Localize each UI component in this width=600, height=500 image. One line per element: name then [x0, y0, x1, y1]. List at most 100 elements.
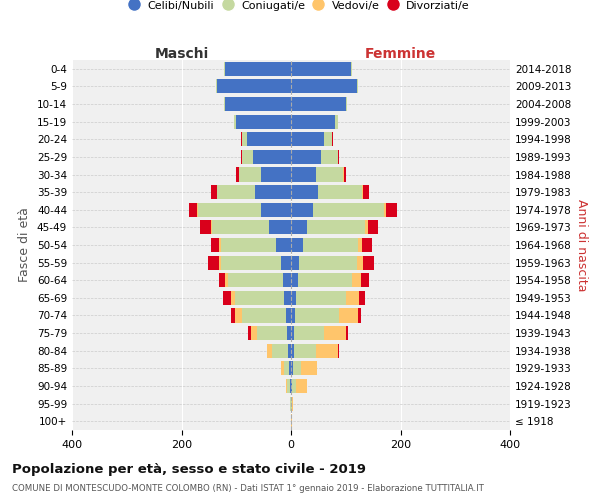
Bar: [291, 379, 307, 393]
Bar: [219, 238, 291, 252]
Bar: [291, 97, 347, 111]
Bar: [197, 202, 291, 217]
Bar: [291, 80, 356, 94]
Bar: [224, 62, 291, 76]
Bar: [291, 396, 292, 410]
Bar: [291, 114, 335, 128]
Bar: [291, 220, 307, 234]
Bar: [189, 202, 291, 217]
Bar: [291, 362, 301, 376]
Bar: [211, 238, 291, 252]
Bar: [198, 202, 291, 217]
Bar: [224, 97, 291, 111]
Bar: [291, 238, 362, 252]
Bar: [291, 62, 352, 76]
Bar: [291, 396, 293, 410]
Bar: [219, 256, 291, 270]
Y-axis label: Anni di nascita: Anni di nascita: [575, 198, 588, 291]
Bar: [291, 308, 339, 322]
Bar: [291, 379, 296, 393]
Bar: [275, 238, 291, 252]
Text: COMUNE DI MONTESCUDO-MONTE COLOMBO (RN) - Dati ISTAT 1° gennaio 2019 - Elaborazi: COMUNE DI MONTESCUDO-MONTE COLOMBO (RN) …: [12, 484, 484, 493]
Bar: [291, 396, 293, 410]
Bar: [291, 202, 386, 217]
Bar: [219, 273, 291, 287]
Bar: [231, 308, 291, 322]
Bar: [284, 362, 291, 376]
Bar: [291, 220, 378, 234]
Bar: [261, 168, 291, 181]
Bar: [291, 326, 346, 340]
Bar: [291, 132, 332, 146]
Bar: [242, 308, 291, 322]
Bar: [291, 62, 351, 76]
Bar: [239, 168, 291, 181]
Bar: [286, 308, 291, 322]
Bar: [291, 291, 296, 305]
Bar: [291, 168, 316, 181]
Bar: [233, 114, 291, 128]
Bar: [291, 150, 338, 164]
Bar: [291, 362, 317, 376]
Bar: [291, 114, 338, 128]
Bar: [291, 150, 338, 164]
Bar: [268, 344, 291, 358]
Bar: [224, 97, 291, 111]
Bar: [251, 326, 291, 340]
Bar: [221, 256, 291, 270]
Bar: [291, 150, 321, 164]
Bar: [291, 308, 295, 322]
Bar: [291, 362, 317, 376]
Bar: [291, 308, 358, 322]
Legend: Celibi/Nubili, Coniugati/e, Vedovi/e, Divorziati/e: Celibi/Nubili, Coniugati/e, Vedovi/e, Di…: [125, 0, 475, 15]
Bar: [284, 291, 291, 305]
Bar: [291, 291, 365, 305]
Text: Maschi: Maschi: [154, 47, 209, 61]
Bar: [291, 291, 346, 305]
Bar: [291, 220, 368, 234]
Bar: [217, 185, 291, 199]
Bar: [291, 168, 346, 181]
Text: Popolazione per età, sesso e stato civile - 2019: Popolazione per età, sesso e stato civil…: [12, 462, 366, 475]
Bar: [291, 168, 344, 181]
Bar: [291, 185, 363, 199]
Bar: [281, 362, 291, 376]
Bar: [291, 80, 358, 94]
Bar: [291, 344, 338, 358]
Bar: [217, 80, 291, 94]
Bar: [235, 291, 291, 305]
Bar: [269, 220, 291, 234]
Bar: [291, 273, 352, 287]
Bar: [257, 326, 291, 340]
Bar: [291, 256, 374, 270]
Bar: [208, 256, 291, 270]
Bar: [291, 97, 347, 111]
Bar: [291, 97, 346, 111]
Bar: [216, 80, 291, 94]
Bar: [291, 344, 316, 358]
Bar: [224, 62, 291, 76]
Bar: [291, 326, 349, 340]
Bar: [291, 256, 299, 270]
Bar: [241, 150, 291, 164]
Bar: [261, 202, 291, 217]
Bar: [281, 362, 291, 376]
Bar: [291, 238, 358, 252]
Bar: [291, 379, 292, 393]
Bar: [291, 185, 362, 199]
Bar: [291, 220, 365, 234]
Bar: [291, 202, 397, 217]
Bar: [291, 273, 298, 287]
Bar: [241, 132, 291, 146]
Bar: [289, 362, 291, 376]
Bar: [256, 185, 291, 199]
Bar: [291, 62, 352, 76]
Bar: [242, 150, 291, 164]
Bar: [224, 62, 291, 76]
Bar: [211, 185, 291, 199]
Bar: [200, 220, 291, 234]
Bar: [287, 326, 291, 340]
Bar: [224, 97, 291, 111]
Bar: [216, 80, 291, 94]
Bar: [291, 80, 358, 94]
